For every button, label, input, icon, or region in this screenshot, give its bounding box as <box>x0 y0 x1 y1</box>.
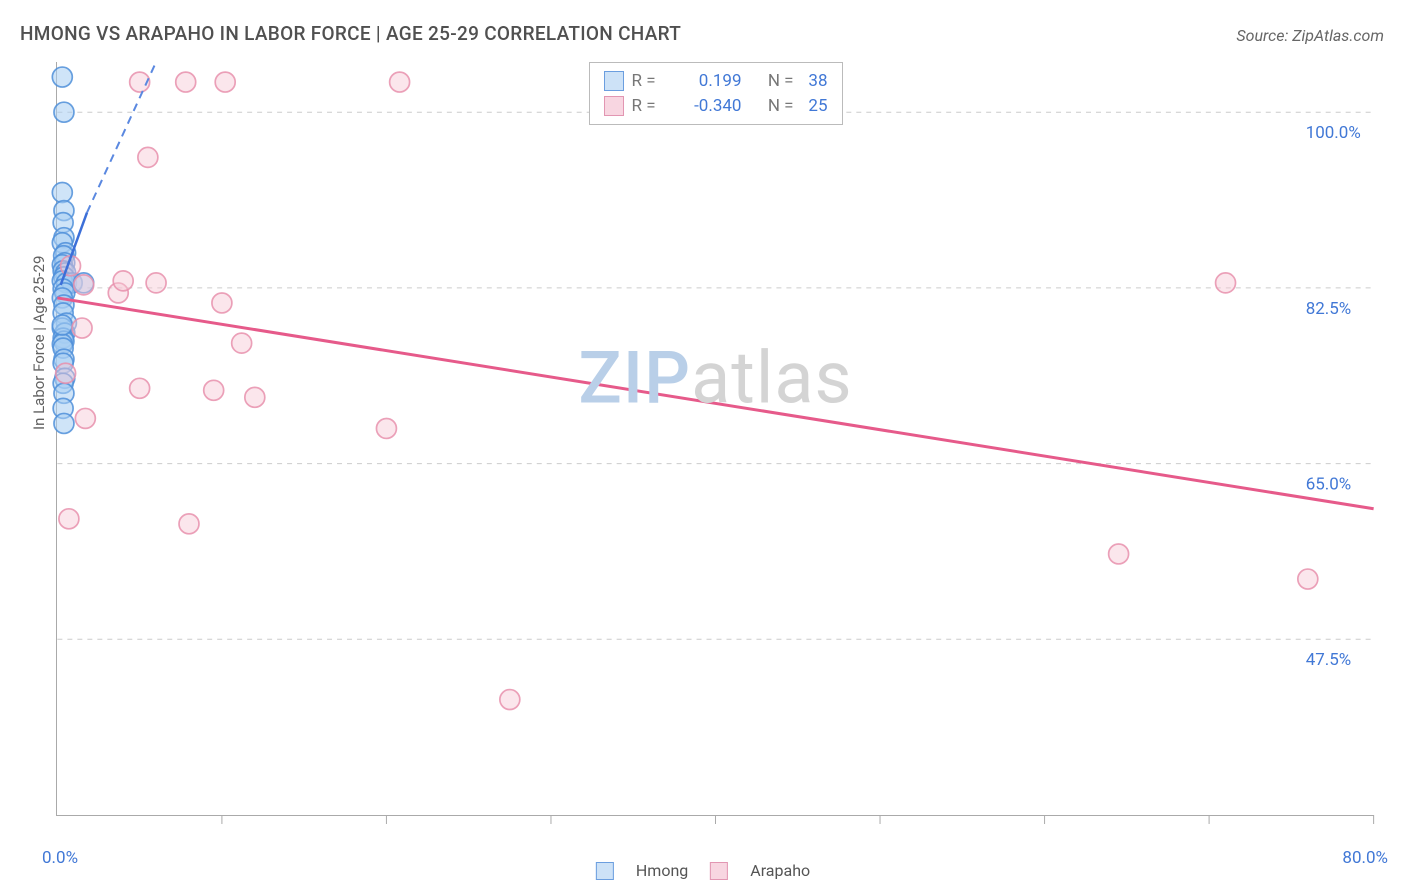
data-point <box>500 690 520 710</box>
r-value-hmong: 0.199 <box>678 69 742 94</box>
data-point <box>212 293 232 313</box>
chart-svg: 47.5% 65.0% 82.5% 100.0% <box>57 62 1374 815</box>
y-tick-label: 82.5% <box>1306 299 1352 319</box>
swatch-hmong-icon <box>596 862 614 880</box>
data-point <box>1109 544 1129 564</box>
n-value-arapaho: 25 <box>802 94 828 119</box>
data-point <box>176 72 196 92</box>
swatch-arapaho-icon <box>604 96 624 116</box>
stats-legend: R = 0.199 N = 38 R = -0.340 N = 25 <box>589 62 843 125</box>
x-max-label: 80.0% <box>1342 848 1388 868</box>
data-point <box>113 271 133 291</box>
r-label: R = <box>632 69 670 94</box>
plot-area: 47.5%65.0%82.5%100.0% ZIPatlas R = 0.199… <box>56 62 1374 816</box>
data-point <box>376 418 396 438</box>
data-point <box>1298 569 1318 589</box>
data-point <box>1216 273 1236 293</box>
data-point <box>390 72 410 92</box>
data-point <box>54 102 74 122</box>
y-tick-label: 47.5% <box>1306 650 1352 670</box>
data-point <box>179 514 199 534</box>
data-point <box>59 509 79 529</box>
data-point <box>52 67 72 87</box>
chart-title: HMONG VS ARAPAHO IN LABOR FORCE | AGE 25… <box>20 22 681 45</box>
data-point <box>215 72 235 92</box>
y-axis-label: In Labor Force | Age 25-29 <box>30 256 48 430</box>
n-label: N = <box>760 69 794 94</box>
data-point <box>56 363 76 383</box>
series-legend: Hmong Arapaho <box>596 861 810 880</box>
source-label: Source: ZipAtlas.com <box>1236 26 1384 45</box>
data-point <box>75 408 95 428</box>
data-point <box>146 273 166 293</box>
data-point <box>204 380 224 400</box>
data-point <box>72 318 92 338</box>
x-min-label: 0.0% <box>42 848 78 868</box>
data-point <box>54 413 74 433</box>
data-point <box>245 387 265 407</box>
data-point <box>138 147 158 167</box>
stats-legend-row-hmong: R = 0.199 N = 38 <box>604 69 828 94</box>
swatch-hmong-icon <box>604 71 624 91</box>
legend-label-arapaho: Arapaho <box>750 861 810 880</box>
stats-legend-row-arapaho: R = -0.340 N = 25 <box>604 94 828 119</box>
data-point <box>130 378 150 398</box>
r-label: R = <box>632 94 670 119</box>
r-value-arapaho: -0.340 <box>678 94 742 119</box>
data-point <box>52 315 72 335</box>
y-tick-label: 100.0% <box>1306 123 1361 143</box>
y-tick-label: 65.0% <box>1306 475 1352 495</box>
trendline-hmong-extrap <box>87 62 156 213</box>
data-point <box>232 333 252 353</box>
n-label: N = <box>760 94 794 119</box>
n-value-hmong: 38 <box>802 69 828 94</box>
data-point <box>52 183 72 203</box>
swatch-arapaho-icon <box>710 862 728 880</box>
data-point <box>74 275 94 295</box>
legend-label-hmong: Hmong <box>636 861 688 880</box>
